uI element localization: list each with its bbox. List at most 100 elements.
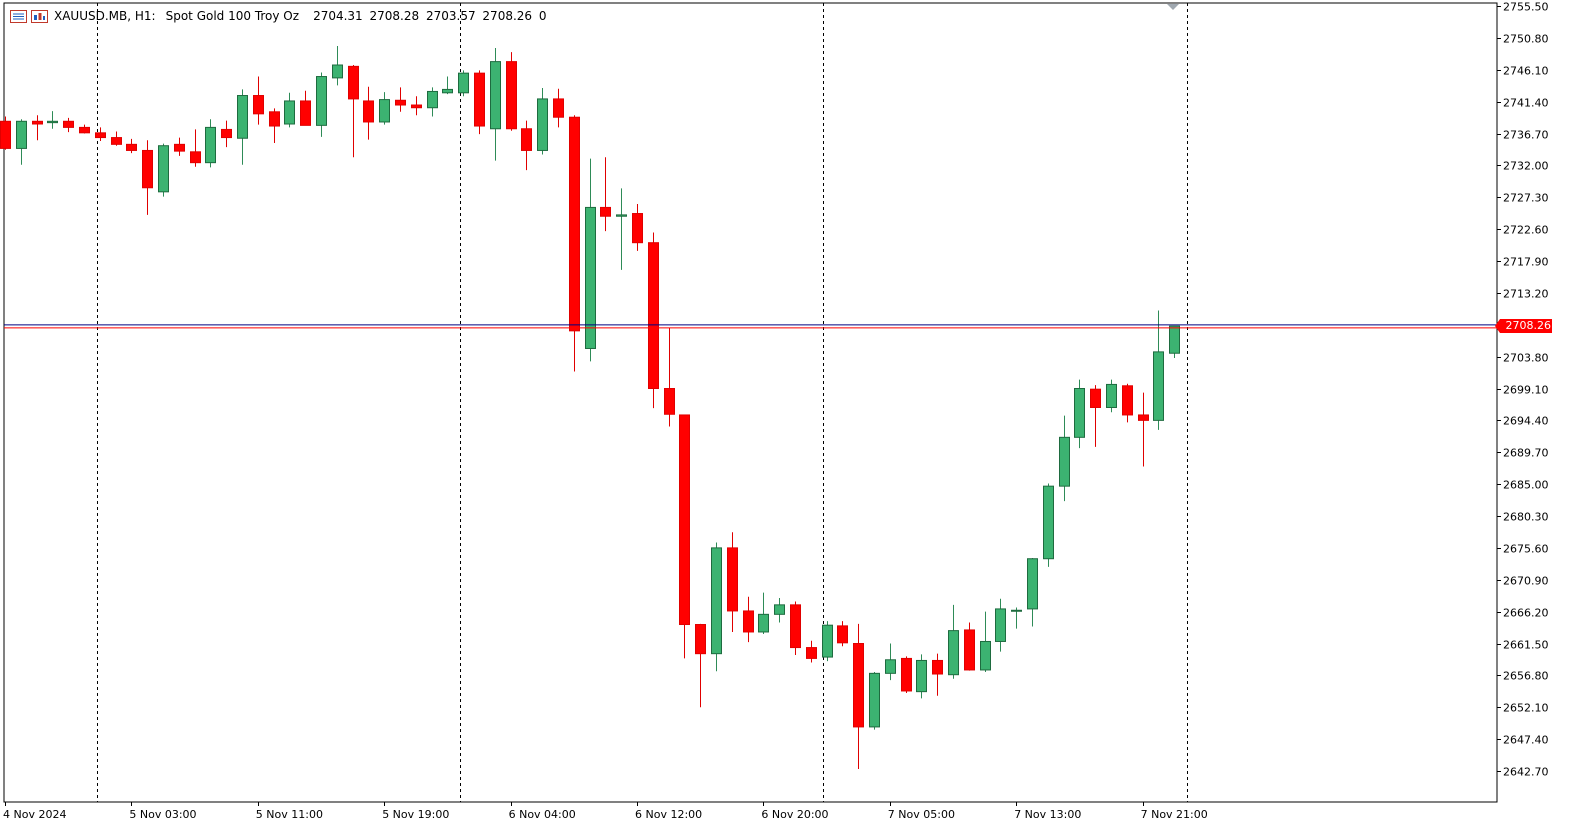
candle-body — [316, 76, 327, 126]
bear-candle — [1090, 385, 1101, 447]
candle-body — [442, 88, 453, 94]
bear-candle — [1122, 383, 1133, 423]
chart-header: XAUUSD.MB, H1: Spot Gold 100 Troy Oz 270… — [10, 9, 550, 23]
candle-body — [885, 659, 896, 674]
candle-body — [1059, 436, 1070, 487]
candle-body — [1106, 383, 1117, 408]
bear-candle — [664, 327, 675, 427]
x-tick-label: 4 Nov 2024 — [3, 808, 66, 821]
candle-body — [300, 100, 311, 126]
candle-body — [822, 624, 833, 658]
bear-candle — [63, 117, 74, 133]
bull-candle — [332, 46, 343, 86]
bull-candle — [458, 70, 469, 97]
candle-body — [1043, 485, 1054, 560]
candle-body — [174, 143, 185, 152]
bull-candle — [442, 76, 453, 95]
y-tick-label: 2746.10 — [1503, 65, 1549, 78]
candle-body — [1122, 385, 1133, 416]
candle-body — [205, 126, 216, 164]
candle-body — [79, 126, 90, 134]
bear-candle — [632, 204, 643, 251]
bear-candle — [1138, 392, 1149, 467]
candle-body — [916, 659, 927, 693]
x-tick-label: 5 Nov 03:00 — [129, 808, 196, 821]
open-value: 2704.31 — [313, 9, 363, 23]
candle-body — [569, 116, 580, 332]
bear-candle — [348, 65, 359, 158]
candle-body — [1138, 414, 1149, 421]
candle-body — [664, 388, 675, 415]
chart-shift-marker — [1167, 4, 1179, 10]
bull-candle — [284, 92, 295, 128]
candle-body — [1169, 325, 1180, 354]
candle-body — [964, 629, 975, 671]
bear-candle — [521, 120, 532, 171]
bear-candle — [932, 653, 943, 696]
candle-body — [1074, 388, 1085, 438]
grid-menu-icon[interactable] — [10, 9, 27, 23]
bull-candle — [158, 143, 169, 197]
y-tick-label: 2750.80 — [1503, 33, 1549, 46]
y-tick-label: 2656.80 — [1503, 670, 1549, 683]
bull-candle — [379, 92, 390, 125]
bear-candle — [648, 232, 659, 409]
candle-body — [837, 625, 848, 644]
ohlc-values: 2704.31 2708.28 2703.57 2708.26 0 — [313, 9, 549, 23]
candle-body — [221, 128, 232, 139]
bull-candle — [995, 598, 1006, 652]
bear-candle — [901, 656, 912, 694]
bull-candle — [47, 111, 58, 129]
chart-window-icon[interactable] — [31, 9, 48, 23]
candle-body — [506, 61, 517, 130]
candle-body — [995, 608, 1006, 642]
candle-body — [47, 120, 58, 124]
y-tick-label: 2699.10 — [1503, 384, 1549, 397]
bull-candle — [427, 87, 438, 117]
bear-candle — [506, 52, 517, 131]
bull-candle — [585, 158, 596, 362]
candle-body — [63, 120, 74, 128]
bull-candle — [316, 72, 327, 137]
candle-body — [111, 137, 122, 145]
x-tick-label: 6 Nov 20:00 — [761, 808, 828, 821]
low-value: 2703.57 — [425, 9, 476, 23]
candle-body — [537, 98, 548, 151]
bull-candle — [205, 119, 216, 168]
bear-candle — [806, 640, 817, 663]
bull-candle — [869, 671, 880, 730]
y-tick-label: 2689.70 — [1503, 447, 1549, 460]
bull-candle — [885, 643, 896, 681]
candle-body — [758, 613, 769, 633]
candle-body — [474, 72, 485, 127]
close-value: 2708.26 — [482, 9, 533, 23]
y-tick-label: 2703.80 — [1503, 352, 1549, 365]
bear-candle — [853, 623, 864, 769]
candle-body — [1153, 351, 1164, 421]
bull-candle — [1074, 379, 1085, 449]
bull-candle — [916, 654, 927, 699]
bull-candle — [16, 119, 27, 165]
bull-candle — [948, 604, 959, 679]
candle-body — [1027, 558, 1038, 610]
plot-frame — [3, 2, 1498, 803]
candle-body — [711, 547, 722, 655]
bear-candle — [300, 90, 311, 126]
bear-candle — [727, 532, 738, 632]
bear-candle — [837, 621, 848, 647]
bear-candle — [111, 131, 122, 146]
candle-body — [932, 659, 943, 675]
candle-body — [190, 151, 201, 164]
x-tick-label: 6 Nov 04:00 — [509, 808, 576, 821]
bear-candle — [553, 88, 564, 128]
symbol-label: XAUUSD.MB, H1: — [54, 9, 156, 23]
y-tick-label: 2736.70 — [1503, 129, 1549, 142]
y-tick-label: 2694.40 — [1503, 415, 1549, 428]
bull-candle — [1059, 415, 1070, 502]
candle-body — [1090, 388, 1101, 408]
bull-candle — [1106, 379, 1117, 413]
candle-body — [395, 99, 406, 106]
bear-candle — [79, 124, 90, 134]
